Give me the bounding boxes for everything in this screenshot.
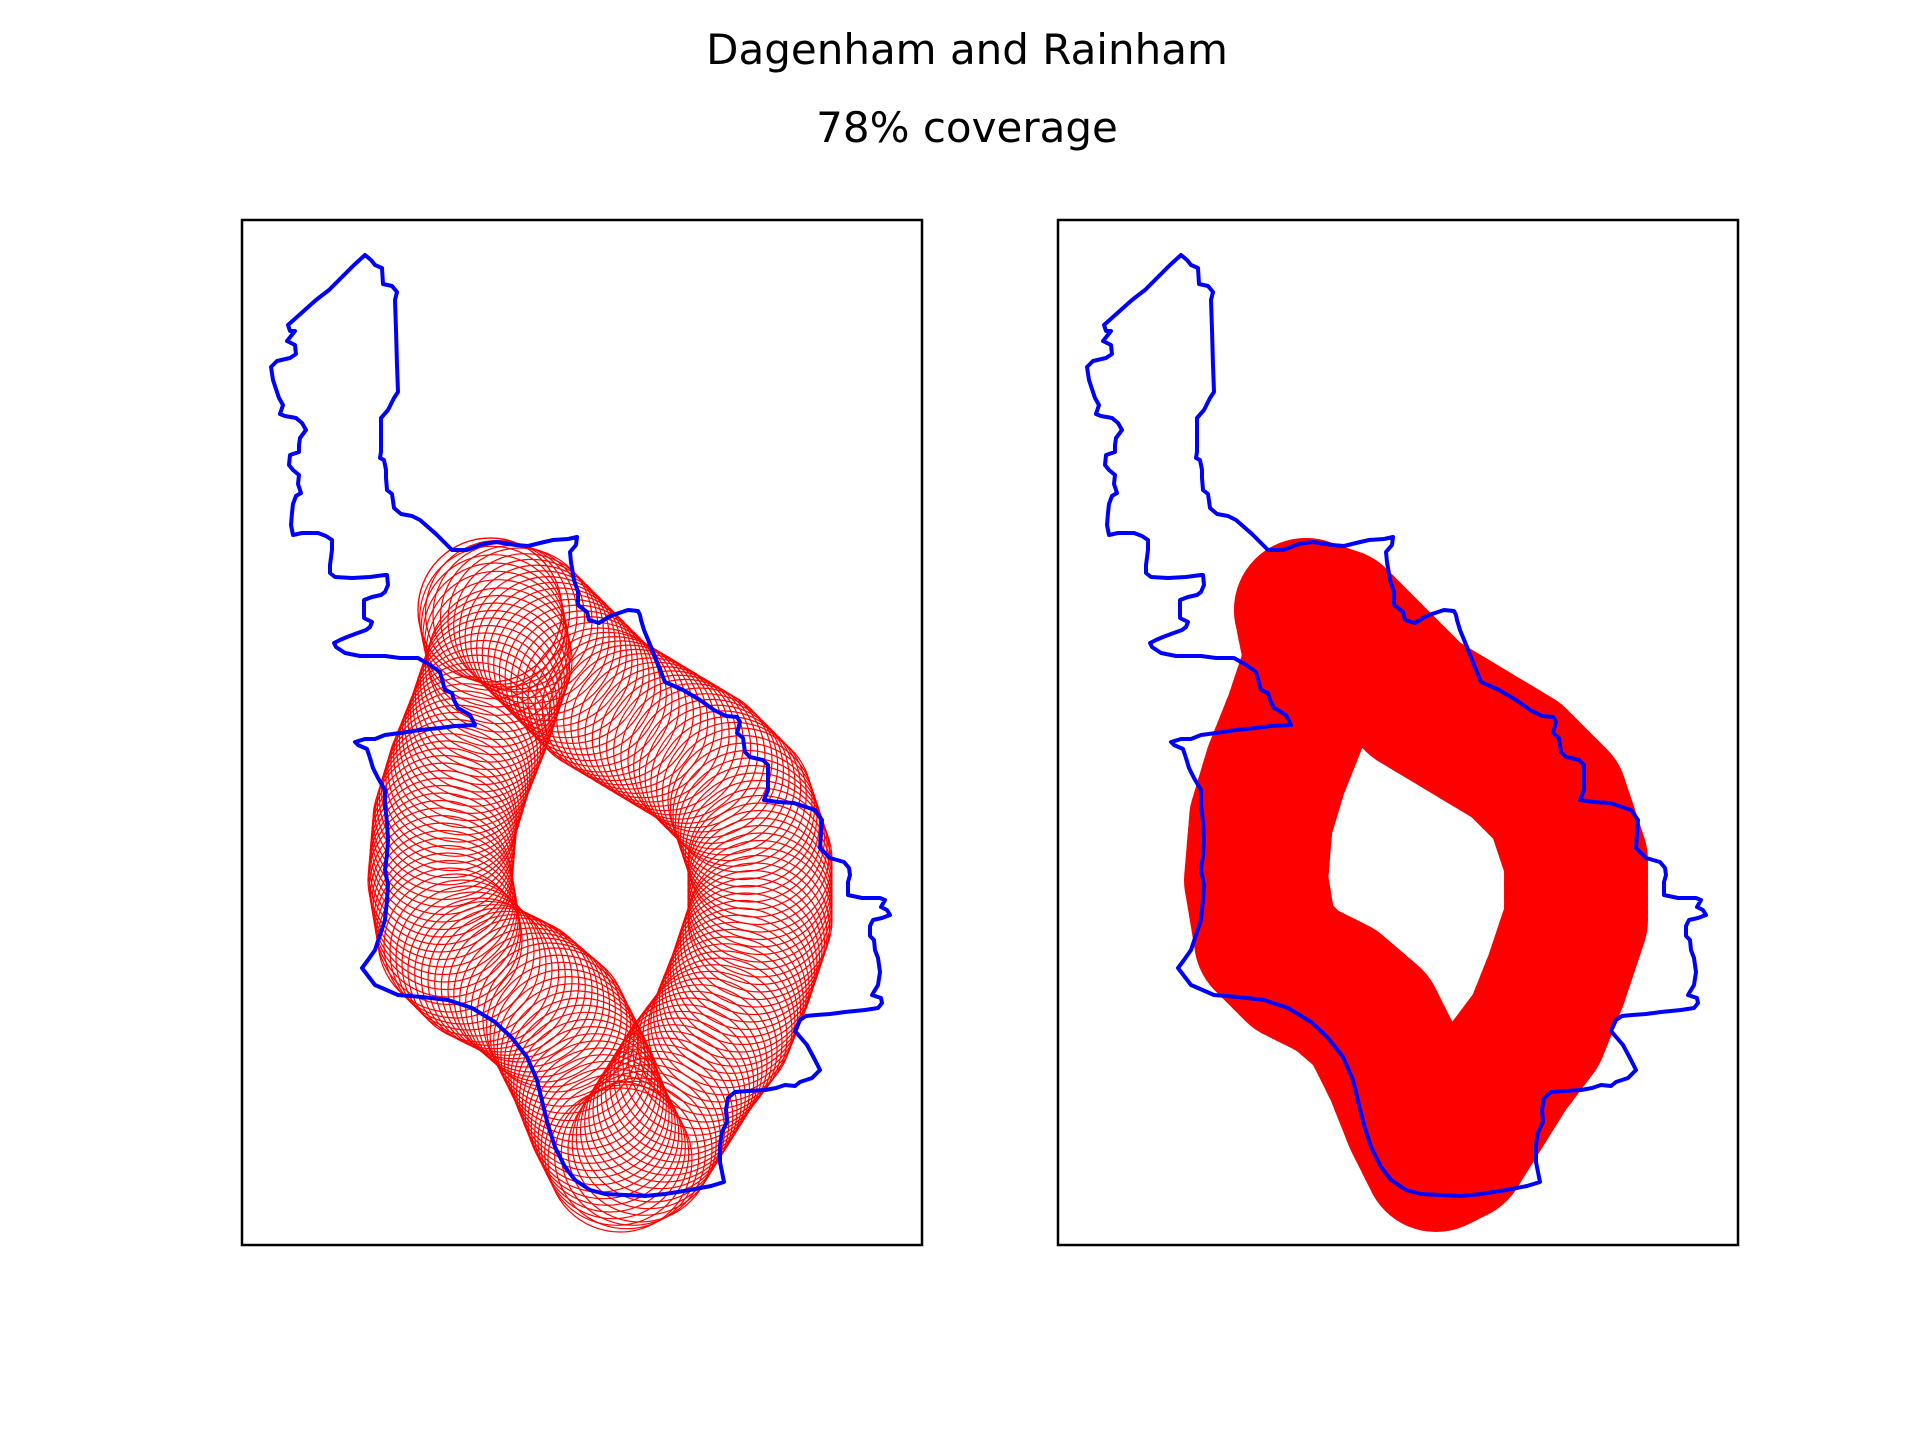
- coverage-circle: [389, 879, 535, 1025]
- coverage-circle: [661, 921, 807, 1067]
- coverage-circle: [390, 690, 536, 836]
- coverage-circle: [596, 1030, 742, 1176]
- coverage-circle: [644, 704, 790, 850]
- coverage-circle: [682, 862, 828, 1008]
- coverage-circle: [672, 892, 818, 1038]
- coverage-circle: [409, 639, 556, 786]
- coverage-circle: [537, 1067, 683, 1213]
- coverage-circle-filled: [1234, 538, 1378, 682]
- coverage-circle: [655, 935, 802, 1082]
- right-axes-frame: [1056, 218, 1740, 1247]
- coverage-circle: [674, 749, 821, 896]
- coverage-circle: [395, 885, 541, 1031]
- right-panel: [1056, 218, 1740, 1247]
- coverage-circle: [592, 1037, 738, 1183]
- coverage-circle: [521, 1033, 667, 1179]
- right-coverage-fill: [1184, 538, 1648, 1232]
- chart-title: Dagenham and Rainham: [706, 25, 1228, 74]
- coverage-circle: [417, 537, 563, 683]
- left-axes-frame: [240, 218, 924, 1247]
- coverage-circle: [422, 562, 568, 708]
- coverage-circle: [534, 1060, 680, 1206]
- coverage-circle: [653, 943, 799, 1089]
- coverage-circle: [633, 693, 779, 839]
- coverage-circle: [393, 683, 539, 829]
- coverage-circle: [485, 954, 632, 1100]
- coverage-circle: [513, 1011, 659, 1157]
- coverage-circle: [417, 617, 563, 763]
- coverage-circle: [627, 687, 773, 833]
- coverage-circle: [482, 947, 628, 1093]
- coverage-circle: [427, 587, 573, 733]
- coverage-circle: [440, 914, 586, 1060]
- coverage-circle: [638, 698, 785, 845]
- coverage-circle: [383, 873, 529, 1019]
- coverage-circle: [588, 1044, 734, 1190]
- coverage-circle: [398, 668, 544, 815]
- coverage-circle: [493, 968, 639, 1115]
- coverage-circle: [434, 910, 580, 1056]
- left-circle-outlines: [367, 537, 833, 1233]
- coverage-circle: [515, 1018, 662, 1165]
- coverage-circle: [647, 957, 793, 1103]
- coverage-circle: [503, 990, 650, 1136]
- coverage-circle: [412, 632, 558, 778]
- coverage-circle: [419, 545, 565, 691]
- left-panel: [240, 218, 924, 1247]
- coverage-circle: [500, 983, 646, 1129]
- coverage-circle: [369, 822, 516, 968]
- right-boundary-outline: [1085, 253, 1708, 1198]
- coverage-circle: [414, 624, 561, 771]
- coverage-circle: [424, 594, 571, 741]
- coverage-circle: [381, 718, 527, 865]
- coverage-circle: [453, 922, 599, 1068]
- coverage-circle: [401, 891, 547, 1037]
- coverage-circle: [420, 904, 566, 1050]
- coverage-circle: [420, 554, 566, 700]
- coverage-circle: [674, 884, 821, 1031]
- coverage-circle: [419, 609, 566, 756]
- coverage-circle: [396, 675, 542, 822]
- coverage-circle: [407, 897, 553, 1043]
- coverage-circle: [600, 1024, 746, 1170]
- coverage-circle: [407, 647, 553, 793]
- left-boundary-outline: [269, 253, 892, 1198]
- coverage-circle: [518, 1025, 665, 1172]
- coverage-circle: [453, 553, 599, 699]
- coverage-circle: [507, 997, 653, 1143]
- coverage-circle: [374, 740, 520, 886]
- coverage-circle: [414, 900, 560, 1046]
- coverage-circle: [372, 747, 518, 893]
- coverage-circle: [425, 579, 571, 725]
- coverage-circle: [684, 779, 831, 926]
- coverage-circle: [684, 854, 831, 1001]
- coverage-circle: [650, 710, 796, 856]
- coverage-circle: [424, 570, 570, 716]
- coverage-circle: [620, 683, 766, 829]
- coverage-circle: [658, 928, 805, 1075]
- coverage-circle: [570, 653, 716, 799]
- coverage-circle: [470, 937, 616, 1083]
- chart-subtitle: 78% coverage: [816, 103, 1118, 152]
- coverage-circle: [498, 598, 645, 745]
- coverage-circle: [554, 1084, 700, 1230]
- coverage-circle: [609, 1010, 755, 1156]
